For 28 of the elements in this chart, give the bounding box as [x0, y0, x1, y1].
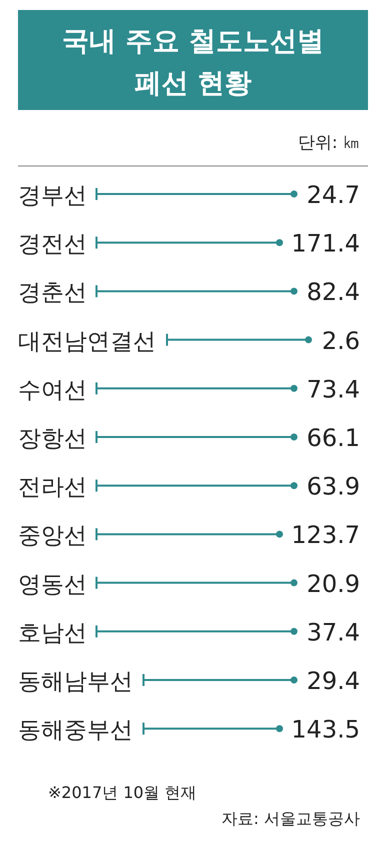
category-label: 동해중부선	[18, 718, 133, 744]
data-label: 2.6	[322, 326, 360, 355]
category-label: 경전선	[18, 232, 87, 258]
text: 국내 주요 철도노선별 폐선 현황	[62, 26, 324, 99]
data-label: 123.7	[291, 521, 360, 550]
category-label: 중앙선	[18, 523, 87, 550]
data-label: 171.4	[291, 230, 360, 258]
data-label: 66.1	[306, 424, 360, 452]
category-label: 경부선	[18, 183, 87, 209]
text: 자료: 서울교통공사	[222, 809, 360, 828]
category-label: 전라선	[18, 474, 87, 501]
category-label: 동해남부선	[18, 669, 133, 695]
category-label: 호남선	[18, 620, 87, 646]
data-label: 37.4	[306, 618, 360, 646]
category-label: 수여선	[18, 377, 87, 404]
category-label: 영동선	[18, 572, 87, 598]
data-label: 143.5	[291, 716, 360, 744]
data-label: 63.9	[306, 472, 360, 501]
text: ※2017년 10월 현재	[48, 783, 197, 802]
category-label: 장항선	[18, 426, 87, 452]
category-label: 대전남연결선	[18, 328, 156, 355]
data-label: 20.9	[306, 570, 360, 598]
data-label: 73.4	[306, 375, 360, 404]
data-label: 24.7	[306, 181, 360, 209]
text: 단위: ㎞	[298, 133, 360, 153]
data-label: 82.4	[306, 278, 360, 306]
category-label: 경춘선	[18, 280, 87, 306]
data-label: 29.4	[306, 667, 360, 695]
